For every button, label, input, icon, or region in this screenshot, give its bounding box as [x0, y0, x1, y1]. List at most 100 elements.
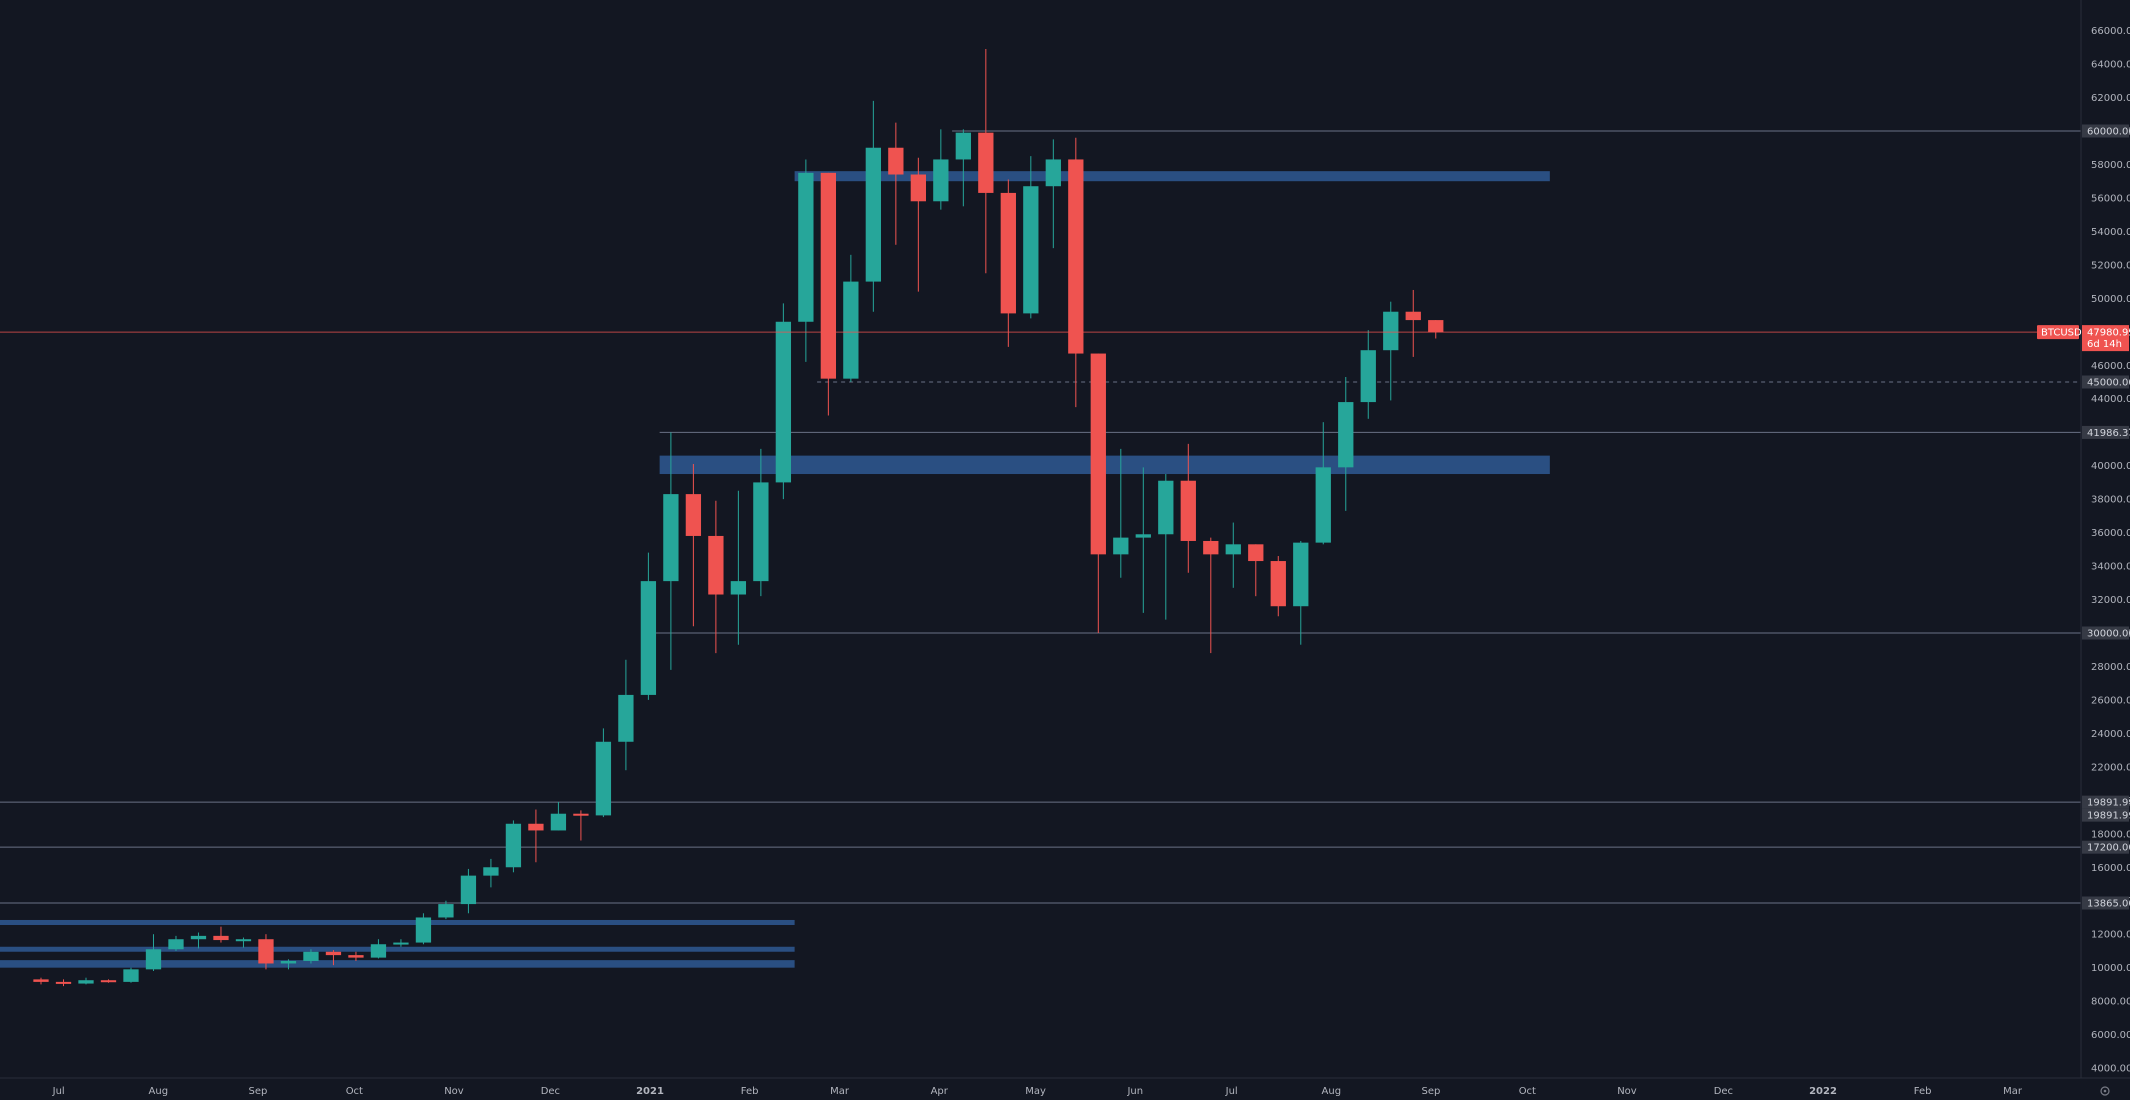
candle-up[interactable]: [1293, 542, 1309, 607]
candle-down[interactable]: [1203, 540, 1219, 555]
candle-down[interactable]: [1405, 311, 1421, 321]
price-tick-label: 10000.00: [2091, 963, 2130, 974]
level-tag: [2082, 124, 2129, 138]
candle-layer[interactable]: [33, 49, 1444, 987]
candle-up[interactable]: [78, 980, 94, 984]
candle-up[interactable]: [595, 741, 612, 816]
candle-up[interactable]: [1315, 467, 1331, 543]
candle-up[interactable]: [1045, 159, 1061, 187]
candle-up[interactable]: [505, 823, 522, 868]
time-axis[interactable]: Jul Aug Sep Oct Nov Dec 2021 Feb Mar Apr May Jun Jul…: [0, 1077, 2130, 1097]
candle-down[interactable]: [708, 535, 724, 595]
support-resistance-zone: [0, 919, 795, 925]
candle-down[interactable]: [325, 951, 342, 956]
candle-up[interactable]: [640, 581, 657, 695]
candle-up[interactable]: [730, 581, 747, 595]
candle-up[interactable]: [483, 867, 499, 876]
level-tag: [2082, 795, 2129, 809]
candle-down[interactable]: [1068, 159, 1084, 354]
price-tick-label: 66000.00: [2091, 26, 2130, 37]
price-tick-label: 18000.00: [2091, 829, 2130, 840]
price-tick-label: 12000.00: [2091, 930, 2130, 941]
candle-up[interactable]: [123, 969, 139, 982]
level-tag-label: 30000.00: [2087, 629, 2130, 640]
time-tick-label: Mar: [830, 1086, 850, 1097]
price-tick-label: 34000.00: [2091, 562, 2130, 573]
candle-up[interactable]: [415, 917, 432, 943]
support-resistance-zone: [794, 171, 1550, 182]
candle-up[interactable]: [753, 482, 769, 582]
candle-down[interactable]: [685, 494, 702, 536]
price-tick-label: 26000.00: [2091, 695, 2130, 706]
candle-up[interactable]: [1338, 402, 1354, 468]
candle-down[interactable]: [55, 981, 72, 984]
candle-up[interactable]: [393, 942, 409, 945]
price-tick-label: 32000.00: [2091, 595, 2130, 606]
candle-down[interactable]: [888, 147, 904, 175]
level-tag-label: 41986.37: [2087, 428, 2130, 439]
candle-up[interactable]: [1023, 186, 1039, 314]
candle-down[interactable]: [348, 955, 364, 958]
candle-up[interactable]: [438, 904, 454, 918]
candle-down[interactable]: [1428, 320, 1444, 333]
candle-up[interactable]: [1360, 350, 1376, 403]
candle-down[interactable]: [33, 979, 49, 982]
price-tick-label: 36000.00: [2091, 528, 2130, 539]
level-tag: [2082, 375, 2129, 389]
candle-down[interactable]: [820, 172, 837, 379]
candle-up[interactable]: [550, 813, 567, 831]
candle-up[interactable]: [843, 281, 859, 379]
candle-up[interactable]: [190, 935, 207, 940]
price-tick-label: 58000.00: [2091, 160, 2130, 171]
candle-up[interactable]: [1135, 534, 1151, 538]
candle-up[interactable]: [370, 944, 387, 958]
candle-down[interactable]: [1270, 561, 1286, 607]
candle-down[interactable]: [1090, 353, 1106, 555]
candle-up[interactable]: [303, 951, 319, 961]
time-tick-label: Sep: [248, 1086, 267, 1097]
time-tick-label: Aug: [1322, 1086, 1342, 1097]
candle-up[interactable]: [168, 939, 184, 950]
candle-down[interactable]: [100, 980, 117, 983]
price-tick-label: 22000.00: [2091, 762, 2130, 773]
candle-up[interactable]: [618, 694, 634, 742]
candle-down[interactable]: [1180, 480, 1196, 541]
candle-up[interactable]: [798, 172, 814, 322]
level-tag-label: 13865.00: [2087, 898, 2130, 909]
time-tick-label: Nov: [444, 1086, 464, 1097]
candle-down[interactable]: [1248, 544, 1264, 562]
time-tick-label: 2021: [636, 1086, 664, 1097]
candle-up[interactable]: [460, 875, 477, 905]
price-tick-label: 40000.00: [2091, 461, 2130, 472]
candle-up[interactable]: [1225, 544, 1241, 555]
candle-down[interactable]: [528, 823, 544, 831]
candle-up[interactable]: [280, 960, 297, 964]
last-price-box: [2082, 325, 2129, 352]
time-tick-label: Aug: [149, 1086, 169, 1097]
candle-down[interactable]: [258, 939, 274, 964]
candle-down[interactable]: [910, 174, 926, 202]
support-resistance-zone: [0, 960, 795, 968]
candle-up[interactable]: [235, 939, 252, 942]
time-tick-label: Oct: [346, 1086, 363, 1097]
candle-down[interactable]: [213, 935, 229, 941]
candle-up[interactable]: [1113, 537, 1129, 555]
settings-icon[interactable]: [2100, 1086, 2110, 1096]
candle-up[interactable]: [775, 321, 792, 483]
time-tick-label: Oct: [1519, 1086, 1536, 1097]
candle-up[interactable]: [663, 494, 679, 582]
candle-up[interactable]: [1383, 311, 1399, 351]
candle-up[interactable]: [955, 132, 971, 160]
time-tick-label: Nov: [1617, 1086, 1637, 1097]
candle-down[interactable]: [978, 132, 994, 193]
candle-up[interactable]: [1158, 480, 1174, 535]
level-tag: [2082, 896, 2129, 910]
candle-up[interactable]: [145, 949, 162, 970]
candle-down[interactable]: [573, 813, 589, 816]
level-tag-label: 45000.00: [2087, 378, 2130, 389]
time-tick-label: Jul: [52, 1086, 65, 1097]
candle-up[interactable]: [933, 159, 949, 202]
candle-up[interactable]: [865, 147, 882, 282]
candle-down[interactable]: [1000, 192, 1016, 314]
